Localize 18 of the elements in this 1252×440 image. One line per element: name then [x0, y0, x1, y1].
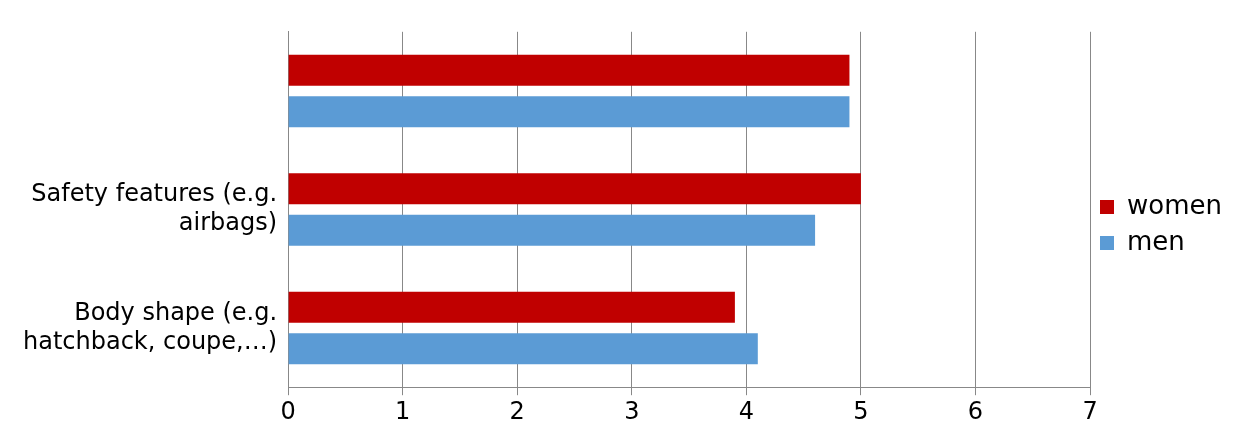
x-tick-label: 6: [967, 396, 984, 425]
legend-label: men: [1127, 225, 1185, 256]
bar: [288, 54, 850, 86]
x-tick-label: 7: [1082, 396, 1098, 425]
bar: [288, 214, 816, 246]
legend-label: women: [1127, 189, 1223, 220]
bar: [288, 96, 850, 128]
x-tick-label: 1: [395, 396, 411, 425]
bar: [288, 173, 861, 205]
x-tick-label: 3: [624, 396, 640, 425]
y-tick-label: Safety features (e.g. airbags): [31, 179, 278, 237]
x-tick-label: 4: [738, 396, 754, 425]
bar: [288, 333, 758, 365]
x-tick-label: 5: [853, 396, 869, 425]
y-tick-label: Body shape (e.g. hatchback, coupe,…): [23, 297, 278, 355]
x-tick-label: 2: [509, 396, 525, 425]
bar: [288, 291, 735, 323]
x-tick-label: 0: [280, 396, 296, 425]
